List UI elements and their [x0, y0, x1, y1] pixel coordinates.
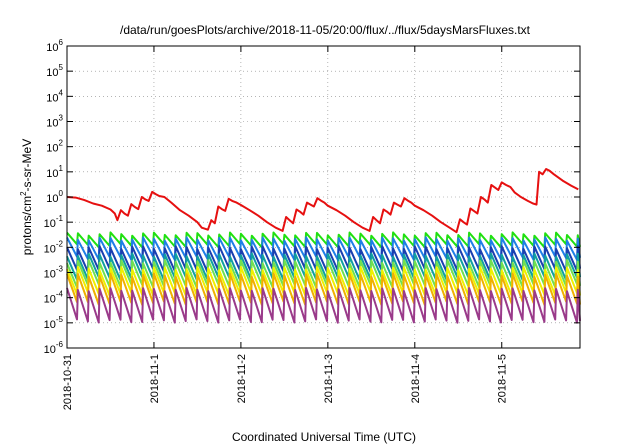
y-tick-exponent: -5 [56, 315, 64, 324]
y-tick-exponent: -2 [56, 239, 64, 248]
y-tick-base: 10 [46, 193, 58, 205]
x-tick-label: 2018-11-2 [236, 354, 248, 403]
chart-title: /data/run/goesPlots/archive/2018-11-05/2… [120, 23, 531, 37]
y-tick-label: 102 [46, 139, 63, 155]
y-tick-label: 10-5 [44, 315, 64, 331]
y-label-part: -s-sr-MeV [20, 139, 34, 192]
y-tick-label: 101 [46, 164, 63, 180]
x-tick-label: 2018-11-1 [149, 354, 161, 403]
y-tick-exponent: 3 [59, 114, 64, 123]
x-tick-label: 2018-11-5 [497, 354, 509, 403]
y-tick-base: 10 [46, 143, 58, 155]
y-tick-exponent: -4 [56, 290, 64, 299]
y-tick-exponent: -6 [56, 340, 64, 349]
y-tick-base: 10 [44, 294, 56, 306]
series-line [66, 287, 581, 324]
x-tick-label: 2018-10-31 [62, 354, 74, 410]
y-tick-base: 10 [46, 118, 58, 130]
y-tick-exponent: 2 [59, 139, 64, 148]
y-tick-exponent: -3 [56, 265, 64, 274]
y-tick-label: 105 [46, 63, 63, 79]
y-tick-label: 10-1 [44, 214, 64, 230]
x-tick-label: 2018-11-4 [410, 354, 422, 403]
y-tick-label: 104 [46, 88, 63, 104]
y-tick-base: 10 [46, 42, 58, 54]
x-axis-label: Coordinated Universal Time (UTC) [232, 430, 416, 444]
y-tick-base: 10 [46, 67, 58, 79]
y-axis: 10-610-510-410-310-210-11001011021031041… [44, 38, 580, 356]
grid-lines [67, 46, 580, 348]
x-axis: 2018-10-31 2018-11-1 2018-11-2 2018-11-3 201… [62, 46, 509, 410]
series-group [66, 168, 581, 324]
y-tick-base: 10 [44, 218, 56, 230]
y-tick-label: 106 [46, 38, 63, 54]
series-line [66, 168, 579, 234]
y-tick-exponent: 6 [59, 38, 64, 47]
y-tick-label: 103 [46, 114, 63, 130]
y-tick-base: 10 [44, 344, 56, 356]
x-tick-label: 2018-11-3 [323, 354, 335, 403]
y-label-part: protons/cm [20, 196, 34, 255]
y-axis-label: protons/cm2-s-sr-MeV [19, 139, 34, 255]
y-tick-base: 10 [46, 92, 58, 104]
y-tick-label: 10-6 [44, 340, 64, 356]
y-tick-base: 10 [44, 269, 56, 281]
y-tick-exponent: 0 [59, 189, 64, 198]
y-label-superscript: 2 [19, 191, 28, 196]
y-tick-label: 10-3 [44, 265, 64, 281]
y-tick-label: 10-2 [44, 239, 64, 255]
y-tick-base: 10 [44, 319, 56, 331]
y-tick-exponent: 1 [59, 164, 64, 173]
y-tick-base: 10 [44, 243, 56, 255]
y-tick-exponent: 4 [59, 88, 64, 97]
y-tick-label: 10-4 [44, 290, 64, 306]
y-tick-exponent: -1 [56, 214, 64, 223]
y-tick-exponent: 5 [59, 63, 64, 72]
y-tick-label: 100 [46, 189, 63, 205]
y-tick-base: 10 [46, 168, 58, 180]
